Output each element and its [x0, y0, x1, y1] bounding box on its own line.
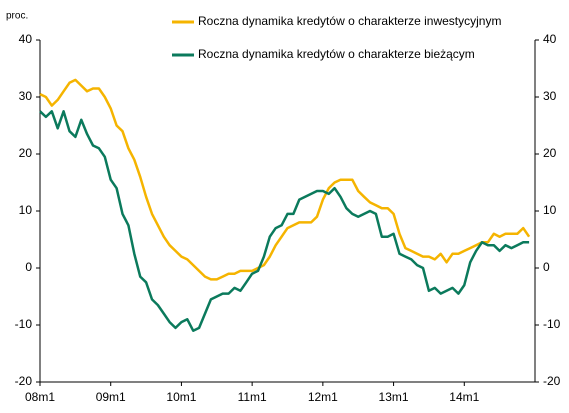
- y-tick-label: -10: [15, 317, 33, 331]
- line-series: [39, 78, 531, 281]
- x-tick-label: 08m1: [25, 390, 55, 404]
- y2-tick-label: 30: [543, 89, 557, 103]
- y-tick-label: -20: [15, 374, 33, 388]
- x-tick-label: 14m1: [449, 390, 479, 404]
- y-tick-label: 40: [19, 32, 33, 46]
- y2-tick-label: 40: [543, 32, 557, 46]
- legend-label: Roczna dynamika kredytów o charakterze i…: [198, 14, 501, 28]
- line-series: [39, 110, 530, 332]
- y2-tick-label: 0: [543, 260, 550, 274]
- y-axis-label: proc.: [6, 11, 28, 22]
- x-tick-label: 09m1: [96, 390, 126, 404]
- legend-label: Roczna dynamika kredytów o charakterze b…: [198, 47, 475, 61]
- y2-tick-label: 20: [543, 146, 557, 160]
- y-tick-label: 0: [25, 260, 32, 274]
- y-tick-label: 30: [19, 89, 33, 103]
- y2-tick-label: -20: [543, 374, 561, 388]
- y-tick-label: 20: [19, 146, 33, 160]
- x-tick-label: 13m1: [379, 390, 409, 404]
- x-tick-label: 10m1: [166, 390, 196, 404]
- x-tick-label: 11m1: [238, 390, 267, 404]
- x-tick-label: 12m1: [308, 390, 338, 404]
- y2-tick-label: -10: [543, 317, 561, 331]
- y-tick-label: 10: [19, 203, 33, 217]
- y2-tick-label: 10: [543, 203, 557, 217]
